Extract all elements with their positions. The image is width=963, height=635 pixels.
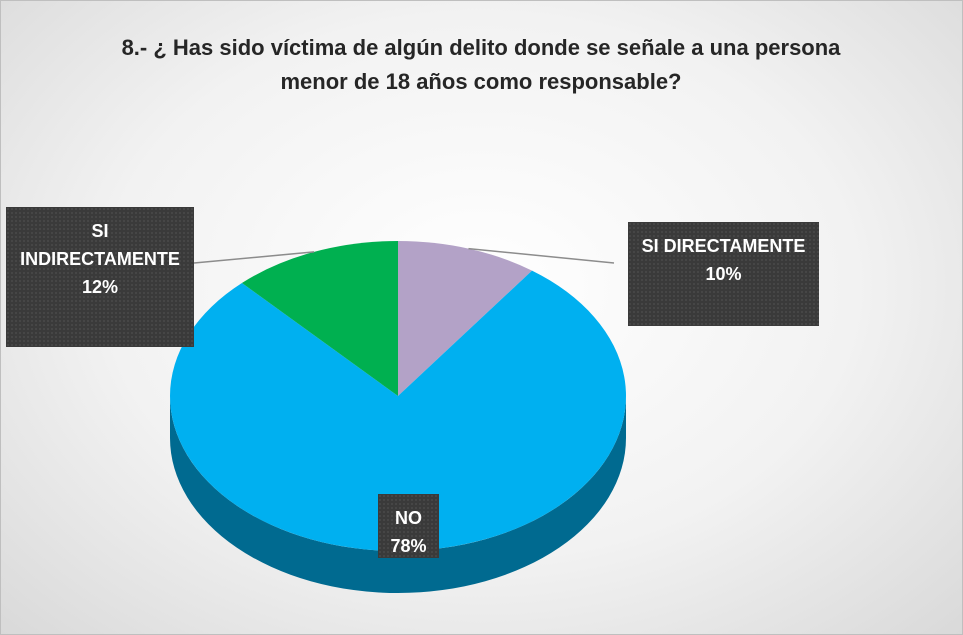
- data-label: SI DIRECTAMENTE 10%: [628, 222, 819, 326]
- slice: [398, 241, 533, 396]
- leader-line: [193, 251, 315, 264]
- data-label: NO 78%: [378, 494, 439, 558]
- leader-line: [468, 247, 615, 264]
- label-value: 78%: [390, 536, 427, 556]
- slice: [241, 241, 398, 396]
- chart-title: 8.- ¿ Has sido víctima de algún delito d…: [121, 35, 841, 94]
- label-value: 10%: [705, 264, 742, 284]
- label-category: NO: [395, 508, 422, 528]
- data-label: SI INDIRECTAMENTE 12%: [6, 207, 194, 347]
- slice: [170, 270, 627, 551]
- slice-side: [170, 396, 626, 593]
- label-category: SI INDIRECTAMENTE: [20, 221, 180, 269]
- label-category: SI DIRECTAMENTE: [641, 236, 806, 256]
- label-value: 12%: [81, 277, 119, 297]
